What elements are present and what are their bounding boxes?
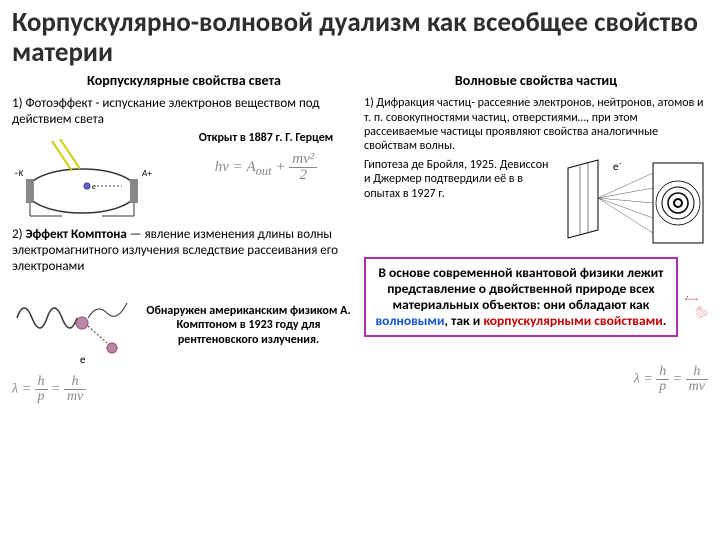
svg-text:e⁻: e⁻ [613,160,622,173]
diffraction-text: 1) Дифракция частиц- рассеяние электроно… [364,96,708,154]
compton-discovery: Обнаружен американским физиком А. Компто… [141,304,356,347]
debroglie-hypothesis: Гипотеза де Бройля, 1925. Девиссон и Дже… [364,158,554,253]
svg-text:e: e [80,353,86,366]
compton-text: 2) Эффект Комптона — явление изменения д… [12,227,356,274]
two-column-layout: Корпускулярные свойства света 1) Фотоэфф… [12,73,708,404]
diffraction-diagram: e⁻ [558,158,708,253]
svg-text:e: e [687,294,689,298]
right-heading: Волновые свойства частиц [364,73,708,90]
hertz-discovery: Открыт в 1887 г. Г. Герцем [176,131,356,145]
svg-text:A+: A+ [141,168,152,179]
photoeffect-text: 1) Фотоэффект - испускание электронов ве… [12,96,356,127]
left-column: Корпускулярные свойства света 1) Фотоэфф… [12,73,356,404]
svg-text:e: e [92,182,96,192]
page-title: Корпускулярно-волновой дуализм как всеоб… [12,8,708,67]
summary-box: В основе современной квантовой физики ле… [364,257,678,338]
svg-text:−K: −K [14,168,23,179]
left-heading: Корпускулярные свойства света [12,73,356,90]
compton-diagram: e [12,278,137,373]
right-column: Волновые свойства частиц 1) Дифракция ча… [364,73,708,404]
debroglie-formula-left: λ = hp = hmv [12,375,356,404]
wave-particle-diagram: e [684,253,708,363]
photoeffect-diagram: −K A+ e [12,131,172,221]
debroglie-formula-right: λ = hp = hmv [364,365,708,394]
photoeffect-formula: hν = Aout + mv²2 [176,152,356,183]
